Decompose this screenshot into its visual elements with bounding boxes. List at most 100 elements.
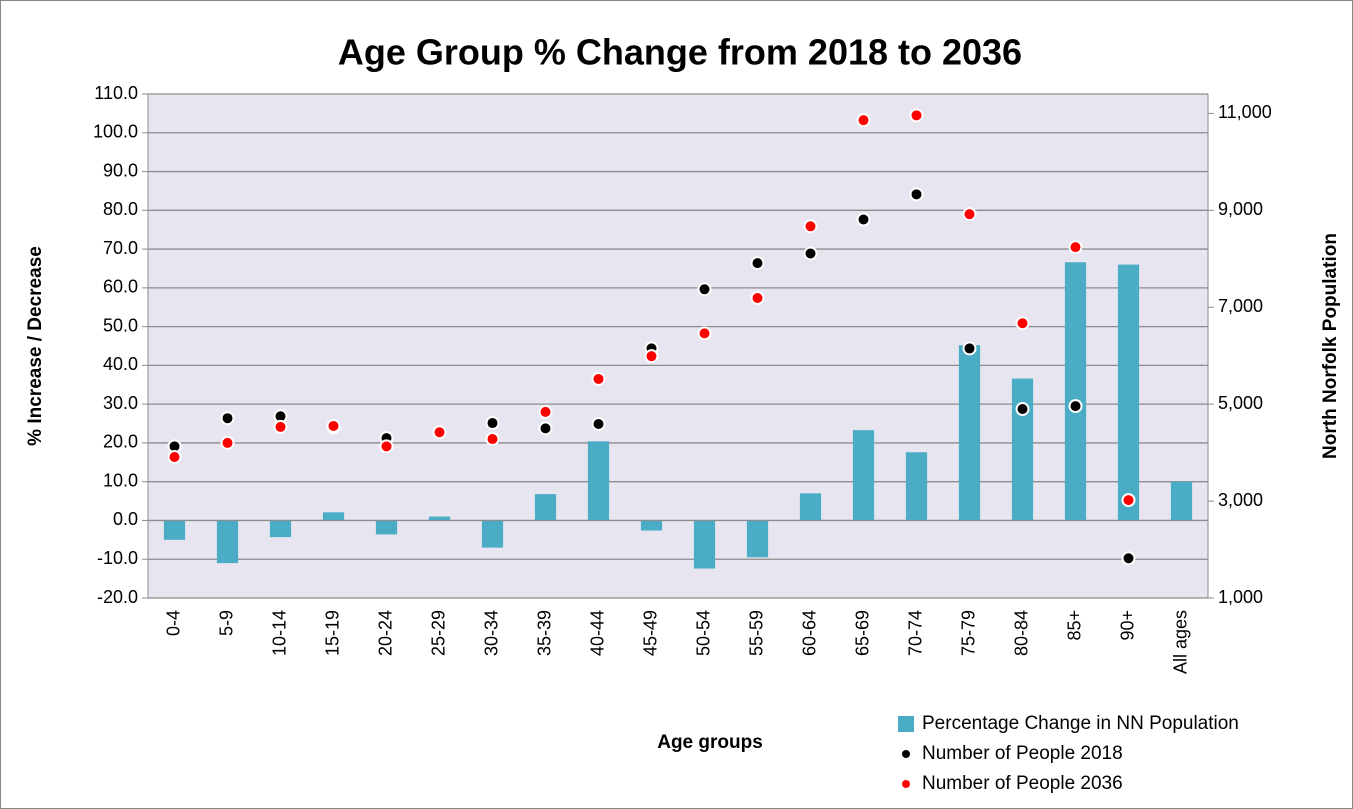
bar [216,520,239,564]
plot-area [148,94,1208,598]
x-tick-label: 40-44 [587,610,607,656]
bar [428,516,451,521]
y2-tick-label: 9,000 [1218,199,1263,219]
y2-tick-label: 5,000 [1218,393,1263,413]
x-tick-label: 75-79 [958,610,978,656]
point [697,282,712,297]
x-tick-label: 50-54 [693,610,713,656]
x-tick-label: 70-74 [905,610,925,656]
x-tick-label: 80-84 [1011,610,1031,656]
point [538,421,553,436]
point [803,246,818,261]
bar [375,520,398,535]
chart-title: Age Group % Change from 2018 to 2036 [338,32,1022,73]
bar [322,512,345,521]
point [962,341,977,356]
bar [163,520,186,540]
x-tick-label: 65-69 [852,610,872,656]
y-axis-title: % Increase / Decrease [25,246,46,446]
y-tick-label: 80.0 [103,199,138,219]
x-tick-label: 0-4 [163,610,183,636]
bar [1064,262,1087,521]
y-tick-label: 110.0 [94,83,138,103]
point [273,409,288,424]
point [1121,551,1136,566]
y2-axis-title: North Norfolk Population [1320,233,1341,459]
bar [534,494,557,521]
x-tick-label: All ages [1170,610,1190,674]
bar [269,520,292,538]
point [962,207,977,222]
point [432,425,447,440]
bar [1011,378,1034,521]
y2-tick-label: 3,000 [1218,490,1263,510]
point [750,291,765,306]
y-tick-label: 90.0 [103,160,138,180]
y-tick-label: 20.0 [103,432,138,452]
x-tick-label: 15-19 [322,610,342,656]
point [220,411,235,426]
point [591,371,606,386]
point [856,113,871,128]
legend-swatch [902,750,910,758]
y-tick-label: 10.0 [103,470,138,490]
y-tick-label: 40.0 [103,354,138,374]
legend-label: Number of People 2036 [922,773,1123,794]
point [326,418,341,433]
y2-tick-label: 11,000 [1218,102,1272,122]
bar [1117,264,1140,521]
x-tick-label: 45-49 [640,610,660,656]
point [538,404,553,419]
bar [693,520,716,569]
point [591,417,606,432]
y-tick-label: 0.0 [113,509,138,529]
point [167,439,182,454]
bar [958,345,981,521]
y-tick-label: 50.0 [103,315,138,335]
x-tick-label: 10-14 [269,610,289,656]
legend-swatch [898,716,914,732]
point [1015,402,1030,416]
y2-tick-label: 7,000 [1218,296,1263,316]
x-tick-label: 90+ [1117,610,1137,641]
y-tick-label: 60.0 [103,277,138,297]
point [1121,493,1136,508]
point [485,416,500,431]
x-tick-label: 30-34 [481,610,501,656]
point [803,219,818,234]
point [909,108,924,123]
y-tick-label: -20.0 [97,587,138,607]
point [856,212,871,227]
x-tick-label: 55-59 [746,610,766,656]
point [1015,316,1030,331]
point [909,187,924,202]
point [750,256,765,271]
y-tick-label: -10.0 [97,548,138,568]
bar [587,441,610,521]
y-tick-label: 30.0 [103,393,138,413]
x-tick-label: 5-9 [216,610,236,636]
point [273,419,288,434]
x-tick-label: 25-29 [428,610,448,656]
point [485,432,500,447]
point [379,439,394,454]
y-tick-label: 70.0 [103,238,138,258]
legend-swatch [902,780,910,788]
bar [1170,481,1193,521]
bar [852,430,875,521]
point [220,435,235,450]
point [167,449,182,464]
x-tick-label: 20-24 [375,610,395,656]
legend-label: Percentage Change in NN Population [922,713,1239,734]
bar [799,493,822,521]
x-tick-label: 85+ [1064,610,1084,641]
point [644,349,659,364]
x-tick-label: 35-39 [534,610,554,656]
x-tick-label: 60-64 [799,610,819,656]
x-axis-title: Age groups [657,732,763,753]
point [1068,399,1083,414]
bar [905,452,928,521]
bar [640,520,663,531]
